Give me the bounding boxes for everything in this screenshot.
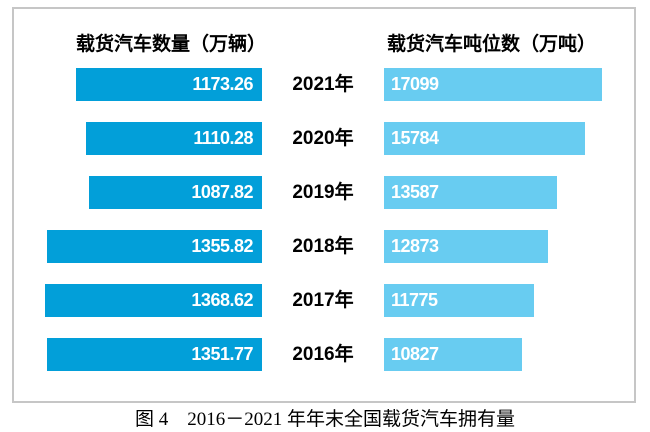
year-label: 2020年 [292, 128, 354, 149]
left-series-header: 载货汽车数量（万辆） [76, 34, 267, 55]
quantity-column: 1110.28 [14, 122, 262, 155]
bar-rows: 1173.26 2021年 17099 1110.28 2020年 15784 [14, 68, 634, 392]
tonnage-bar: 17099 [384, 68, 602, 101]
figure-caption: 图 4 2016－2021 年年末全国载货汽车拥有量 [134, 409, 515, 430]
chart-row-2018: 1355.82 2018年 12873 [14, 230, 634, 263]
tonnage-value: 15784 [391, 128, 439, 148]
tonnage-bar: 12873 [384, 230, 548, 263]
quantity-value: 1355.82 [191, 236, 253, 256]
quantity-bar: 1355.82 [47, 230, 262, 263]
quantity-value: 1368.62 [191, 290, 253, 310]
quantity-value: 1110.28 [193, 128, 253, 148]
chart-row-2017: 1368.62 2017年 11775 [14, 284, 634, 317]
quantity-bar: 1368.62 [45, 284, 262, 317]
quantity-bar: 1173.26 [76, 68, 262, 101]
quantity-bar: 1110.28 [86, 122, 262, 155]
year-label: 2021年 [292, 74, 354, 95]
chart-row-2020: 1110.28 2020年 15784 [14, 122, 634, 155]
quantity-value: 1173.26 [192, 74, 253, 94]
tonnage-column: 10827 [384, 338, 634, 371]
tonnage-value: 17099 [391, 74, 439, 94]
quantity-column: 1087.82 [14, 176, 262, 209]
tonnage-value: 13587 [391, 182, 439, 202]
quantity-column: 1173.26 [14, 68, 262, 101]
tonnage-column: 17099 [384, 68, 634, 101]
tonnage-bar: 15784 [384, 122, 585, 155]
year-label: 2016年 [292, 344, 354, 365]
tonnage-column: 15784 [384, 122, 634, 155]
quantity-column: 1355.82 [14, 230, 262, 263]
tonnage-value: 11775 [391, 290, 438, 310]
tonnage-column: 13587 [384, 176, 634, 209]
year-label: 2018年 [292, 236, 354, 257]
quantity-column: 1368.62 [14, 284, 262, 317]
chart-row-2016: 1351.77 2016年 10827 [14, 338, 634, 371]
tonnage-value: 12873 [391, 236, 439, 256]
quantity-column: 1351.77 [14, 338, 262, 371]
chart-row-2019: 1087.82 2019年 13587 [14, 176, 634, 209]
right-series-header: 载货汽车吨位数（万吨） [387, 34, 597, 55]
chart-frame: 载货汽车数量（万辆） 载货汽车吨位数（万吨） 1173.26 2021年 170… [12, 7, 636, 403]
year-label: 2017年 [292, 290, 354, 311]
year-label: 2019年 [292, 182, 354, 203]
tonnage-column: 11775 [384, 284, 634, 317]
tonnage-bar: 10827 [384, 338, 522, 371]
chart-row-2021: 1173.26 2021年 17099 [14, 68, 634, 101]
tonnage-bar: 13587 [384, 176, 557, 209]
quantity-value: 1087.82 [191, 182, 253, 202]
quantity-bar: 1087.82 [89, 176, 262, 209]
quantity-value: 1351.77 [191, 344, 253, 364]
tonnage-value: 10827 [391, 344, 439, 364]
tonnage-column: 12873 [384, 230, 634, 263]
tonnage-bar: 11775 [384, 284, 534, 317]
quantity-bar: 1351.77 [47, 338, 262, 371]
